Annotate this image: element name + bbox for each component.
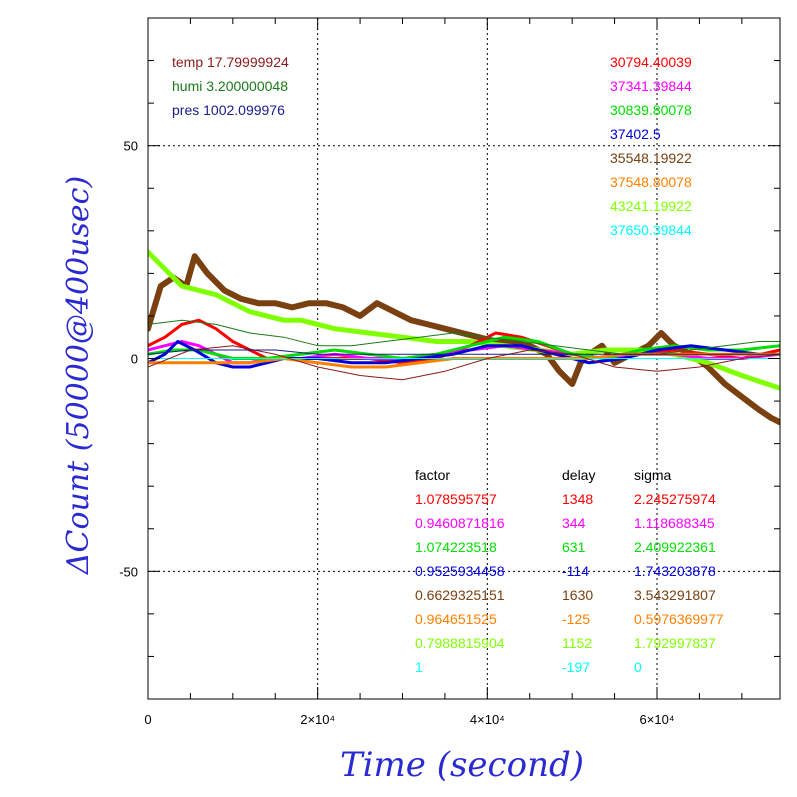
series-lines [148, 249, 780, 426]
right-label-3: 30839.80078 [610, 102, 692, 118]
env-label-temp: temp 17.79999924 [172, 54, 289, 70]
env-label-humi: humi 3.200000048 [172, 78, 288, 94]
series-line-11 [148, 349, 780, 355]
table-cell-delay: 631 [562, 539, 586, 555]
right-label-5: 35548.19922 [610, 150, 692, 166]
x-tick-label: 6×10⁴ [640, 712, 675, 727]
ticks: 0 2×10⁴ 4×10⁴ 6×10⁴ 50 0 -50 [119, 17, 780, 727]
table-cell-factor: 1 [415, 659, 423, 675]
table-cell-sigma: 1.792997837 [634, 635, 716, 651]
env-labels: temp 17.79999924 humi 3.200000048 pres 1… [172, 54, 289, 118]
x-tick-label: 2×10⁴ [300, 712, 335, 727]
table-cell-factor: 0.6629325151 [415, 587, 505, 603]
header-delay: delay [562, 467, 595, 483]
table-cell-sigma: 1.743203878 [634, 563, 716, 579]
right-label-8: 37650.39844 [610, 222, 692, 238]
table-cell-delay: -197 [562, 659, 590, 675]
x-axis-label: Time (second) [340, 745, 584, 785]
table-cell-factor: 1.074223518 [415, 539, 497, 555]
table-cell-factor: 1.078595757 [415, 491, 497, 507]
y-axis-label: ΔCount (50000@400usec) [61, 176, 96, 575]
table-cell-delay: -125 [562, 611, 590, 627]
right-label-1: 30794.40039 [610, 54, 692, 70]
y-tick-label: 50 [124, 139, 138, 154]
table-cell-factor: 0.9460871816 [415, 515, 505, 531]
right-label-7: 43241.19922 [610, 198, 692, 214]
table-cell-delay: 344 [562, 515, 586, 531]
right-label-6: 37548.80078 [610, 174, 692, 190]
right-label-2: 37341.39844 [610, 78, 692, 94]
y-tick-label: 0 [131, 352, 138, 367]
table-cell-factor: 0.7988815904 [415, 635, 505, 651]
series-line-10 [148, 319, 780, 355]
header-sigma: sigma [634, 467, 672, 483]
right-labels: 30794.40039 37341.39844 30839.80078 3740… [610, 54, 692, 238]
table-cell-sigma: 2.245275974 [634, 491, 716, 507]
table-cell-sigma: 0.5976369977 [634, 611, 724, 627]
stats-table: factor delay sigma 1.078595757 1348 2.2452… [415, 467, 724, 675]
table-cell-delay: 1152 [562, 635, 592, 651]
y-tick-label: -50 [119, 564, 138, 579]
table-cell-sigma: 3.543291807 [634, 587, 716, 603]
table-cell-delay: 1348 [562, 491, 593, 507]
table-cell-sigma: 2.409922361 [634, 539, 716, 555]
table-cell-sigma: 1.118688345 [634, 515, 715, 531]
table-cell-delay: -114 [562, 563, 589, 579]
table-cell-factor: 0.9525934458 [415, 563, 505, 579]
right-label-4: 37402.5 [610, 126, 661, 142]
table-cell-factor: 0.964651525 [415, 611, 497, 627]
series-line-6 [148, 340, 780, 369]
x-tick-label: 0 [144, 712, 151, 727]
table-cell-delay: 1630 [562, 587, 593, 603]
header-factor: factor [415, 467, 450, 483]
x-tick-label: 4×10⁴ [470, 712, 505, 727]
table-cell-sigma: 0 [634, 659, 642, 675]
env-label-pres: pres 1002.099976 [172, 102, 285, 118]
